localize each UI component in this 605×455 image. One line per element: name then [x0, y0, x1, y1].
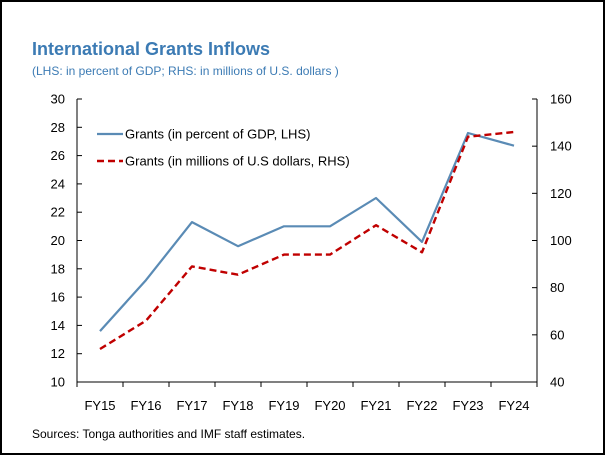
left-tick-label: 24	[51, 176, 65, 191]
left-tick-label: 22	[51, 205, 65, 220]
right-tick-label: 60	[550, 327, 564, 342]
left-tick-label: 20	[51, 233, 65, 248]
source-note: Sources: Tonga authorities and IMF staff…	[32, 427, 306, 441]
right-tick-label: 140	[550, 139, 572, 154]
legend-label-1: Grants (in percent of GDP, LHS)	[125, 127, 310, 142]
right-tick-label: 120	[550, 186, 572, 201]
left-tick-label: 26	[51, 148, 65, 163]
chart-title: International Grants Inflows	[32, 39, 271, 59]
left-tick-label: 18	[51, 261, 65, 276]
series-line-1	[99, 131, 515, 332]
x-tick-label: FY17	[176, 398, 207, 413]
series-lines	[99, 130, 515, 351]
x-tick-label: FY24	[498, 398, 529, 413]
legend: Grants (in percent of GDP, LHS) Grants (i…	[97, 127, 350, 169]
left-tick-label: 12	[51, 346, 65, 361]
series-line-2	[99, 130, 515, 351]
x-tick-label: FY15	[84, 398, 115, 413]
left-tick-label: 10	[51, 375, 65, 390]
x-tick-label: FY20	[314, 398, 345, 413]
left-tick-label: 14	[51, 318, 65, 333]
left-tick-label: 30	[51, 92, 65, 107]
x-tick-label: FY16	[130, 398, 161, 413]
left-tick-label: 16	[51, 290, 65, 305]
x-tick-label: FY19	[268, 398, 299, 413]
right-tick-label: 80	[550, 280, 564, 295]
x-tick-label: FY23	[452, 398, 483, 413]
right-tick-label: 40	[550, 375, 564, 390]
right-tick-label: 100	[550, 233, 572, 248]
right-tick-label: 160	[550, 92, 572, 107]
x-tick-label: FY22	[406, 398, 437, 413]
legend-label-2: Grants (in millions of U.S dollars, RHS)	[125, 154, 350, 169]
chart-subtitle: (LHS: in percent of GDP; RHS: in million…	[32, 64, 339, 78]
x-tick-label: FY21	[360, 398, 391, 413]
x-tick-label: FY18	[222, 398, 253, 413]
left-tick-label: 28	[51, 120, 65, 135]
axes: 10 12 14 16 18 20 22 24 26 28 30 40 60 80 100 120 140 160…	[51, 92, 572, 414]
